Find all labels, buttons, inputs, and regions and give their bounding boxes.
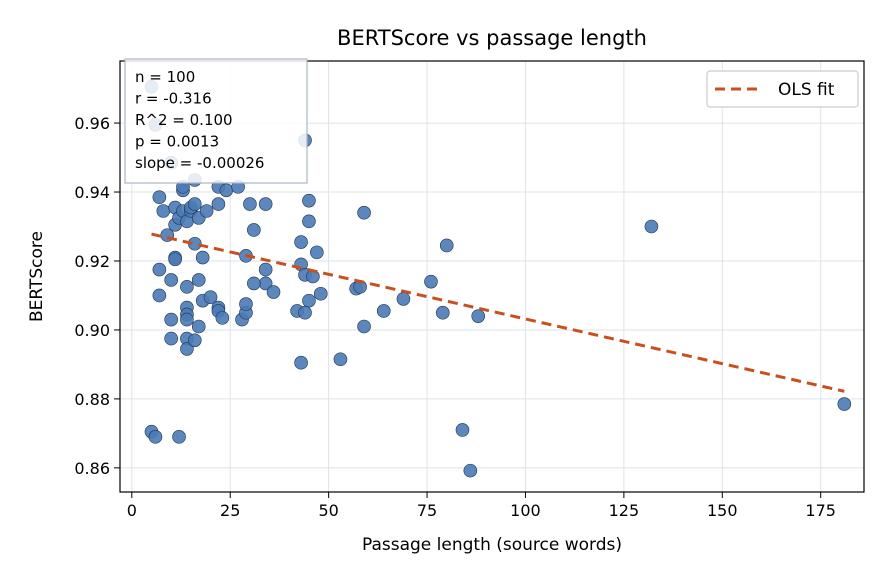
data-point <box>164 331 178 346</box>
data-point <box>152 262 167 277</box>
data-point <box>199 204 214 218</box>
data-point <box>302 214 316 229</box>
data-point <box>357 205 371 220</box>
x-tick-label: 25 <box>220 501 240 520</box>
data-point <box>219 183 234 198</box>
stats-r: r = -0.316 <box>135 90 212 108</box>
data-point <box>294 355 308 370</box>
data-point <box>471 309 486 323</box>
data-point <box>195 250 210 265</box>
data-point <box>247 223 261 237</box>
y-tick-label: 0.94 <box>74 183 110 202</box>
x-tick-label: 75 <box>417 501 437 520</box>
x-tick-label: 175 <box>805 501 836 520</box>
data-point <box>298 305 312 320</box>
data-point <box>164 273 178 287</box>
x-tick-label: 50 <box>318 501 338 520</box>
y-tick-label: 0.92 <box>74 252 110 271</box>
y-tick-label: 0.86 <box>74 459 110 478</box>
legend-frame <box>706 70 859 108</box>
x-tick-label: 0 <box>127 501 137 520</box>
stats-p-value: p = 0.0013 <box>135 133 219 151</box>
data-point <box>333 352 348 367</box>
x-axis-label: Passage length (source words) <box>362 535 622 555</box>
data-point <box>152 288 167 303</box>
data-point <box>302 193 316 208</box>
ols-fit-line <box>151 232 845 393</box>
data-point <box>294 235 308 249</box>
data-point <box>243 197 257 211</box>
y-axis-label: BERTScore <box>27 231 47 322</box>
y-tick-label: 0.96 <box>74 114 110 133</box>
data-point <box>424 274 438 289</box>
data-point <box>239 297 253 311</box>
data-point <box>266 285 281 299</box>
stats-box-frame <box>124 58 308 184</box>
data-point <box>837 397 852 411</box>
data-point <box>396 292 411 306</box>
data-point <box>310 245 324 260</box>
data-point <box>148 430 163 444</box>
plot-frame <box>119 60 865 493</box>
data-point <box>187 197 202 211</box>
data-point <box>168 252 182 267</box>
y-tick-label: 0.88 <box>74 390 110 409</box>
data-points <box>144 80 852 478</box>
data-point <box>376 304 391 318</box>
x-axis-ticks: 0 25 50 75 100 125 150 175 <box>127 492 836 520</box>
data-point <box>302 293 316 308</box>
data-point <box>164 312 178 327</box>
data-point <box>357 319 371 334</box>
data-point <box>211 197 226 211</box>
data-point <box>463 463 478 478</box>
data-point <box>247 276 261 291</box>
data-point <box>156 204 171 218</box>
data-point <box>180 342 194 356</box>
data-point <box>172 430 186 444</box>
legend-entry-ols-fit: OLS fit <box>778 80 835 100</box>
data-point <box>215 311 230 325</box>
data-point <box>644 219 659 234</box>
stats-n: n = 100 <box>135 68 195 86</box>
x-tick-label: 100 <box>510 501 541 520</box>
chart-title: BERTScore vs passage length <box>337 26 647 50</box>
data-point <box>435 305 450 320</box>
y-axis-ticks: 0.86 0.88 0.90 0.92 0.94 0.96 <box>74 114 120 478</box>
data-point <box>439 238 454 253</box>
data-point <box>313 286 328 301</box>
data-point <box>203 290 218 304</box>
y-tick-label: 0.90 <box>74 321 110 340</box>
legend: OLS fit <box>706 70 859 108</box>
data-point <box>191 273 206 287</box>
data-point <box>191 319 206 334</box>
x-tick-label: 125 <box>609 501 640 520</box>
data-point <box>152 190 167 204</box>
data-point <box>258 197 273 211</box>
data-point <box>180 280 194 294</box>
data-point <box>180 312 194 327</box>
x-tick-label: 150 <box>707 501 738 520</box>
data-point <box>187 333 202 348</box>
stats-slope: slope = -0.00026 <box>135 154 264 172</box>
stats-r-squared: R^2 = 0.100 <box>135 111 233 129</box>
stats-annotation-box: n = 100 r = -0.316 R^2 = 0.100 p = 0.001… <box>124 58 308 184</box>
fit-line-layer <box>151 232 845 393</box>
data-point <box>455 423 470 437</box>
data-point <box>258 262 273 277</box>
